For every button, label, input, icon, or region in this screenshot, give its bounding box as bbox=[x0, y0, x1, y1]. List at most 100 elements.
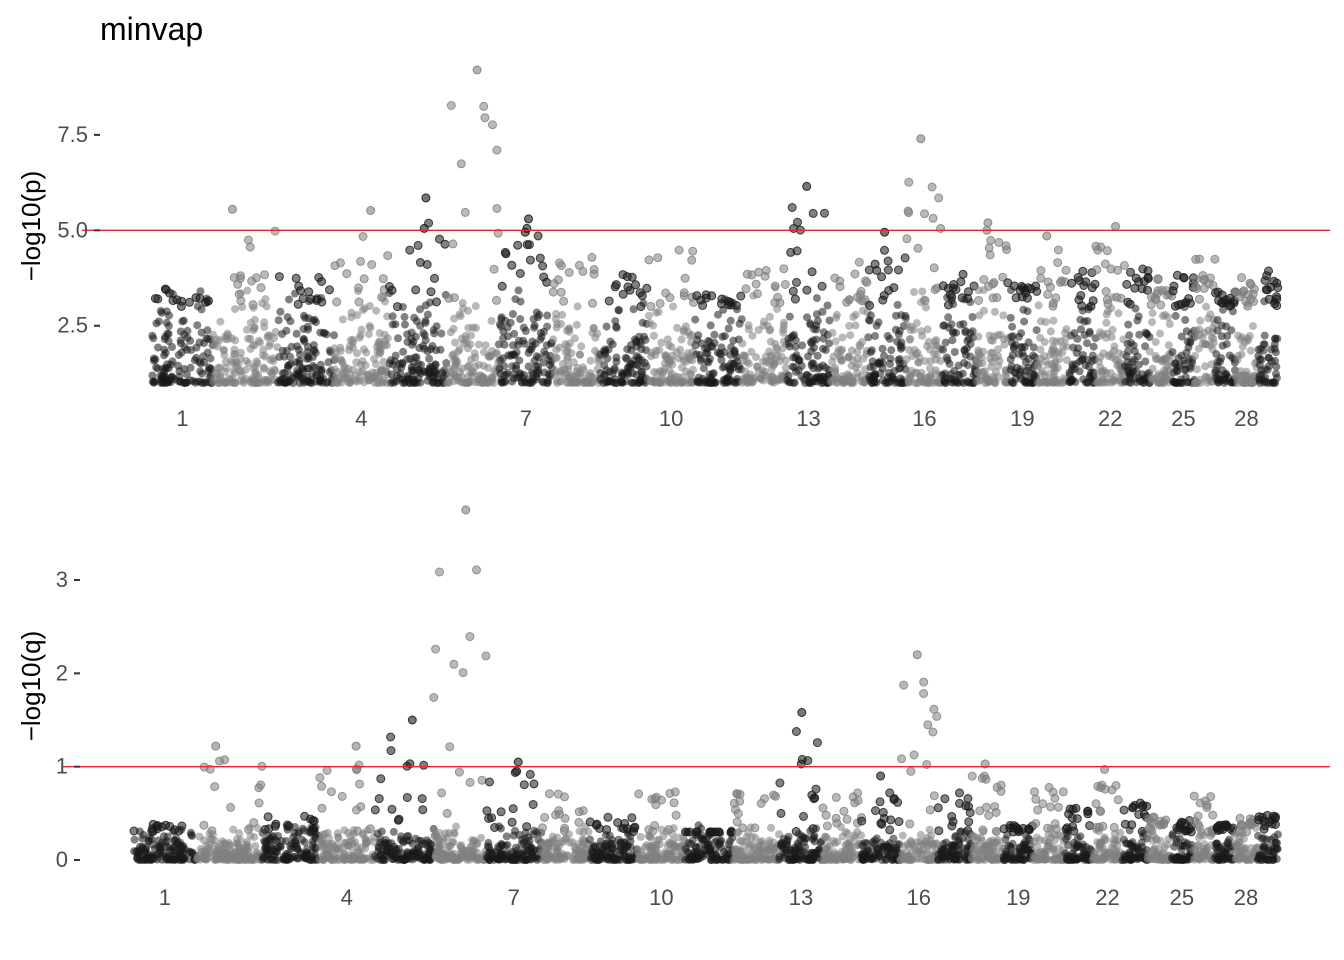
snp-point bbox=[705, 847, 714, 856]
snp-point bbox=[820, 208, 829, 218]
snp-point bbox=[896, 379, 905, 387]
snp-point bbox=[686, 378, 695, 387]
snp-point bbox=[538, 261, 548, 271]
snp-point bbox=[573, 302, 582, 311]
snp-point bbox=[535, 253, 545, 263]
snp-point bbox=[1076, 291, 1086, 300]
snp-point bbox=[1032, 326, 1041, 335]
snp-point bbox=[324, 358, 333, 367]
snp-point bbox=[192, 353, 201, 362]
x-tick-label: 13 bbox=[796, 406, 820, 431]
snp-point bbox=[1156, 329, 1164, 338]
snp-point bbox=[819, 344, 827, 353]
snp-point bbox=[1194, 254, 1204, 264]
snp-point bbox=[642, 283, 652, 293]
snp-point bbox=[530, 321, 539, 330]
snp-point bbox=[564, 362, 573, 371]
snp-point bbox=[497, 375, 506, 384]
snp-point bbox=[664, 376, 673, 385]
snp-point bbox=[167, 372, 176, 381]
snp-point bbox=[359, 306, 367, 314]
snp-point bbox=[612, 322, 621, 331]
snp-point bbox=[741, 849, 750, 858]
snp-point bbox=[299, 334, 308, 343]
snp-point bbox=[549, 335, 558, 344]
snp-point bbox=[875, 357, 884, 366]
snp-point bbox=[608, 340, 617, 349]
snp-point bbox=[1153, 286, 1163, 296]
snp-point bbox=[1190, 352, 1199, 360]
snp-point bbox=[304, 342, 312, 351]
snp-point bbox=[928, 727, 938, 737]
snp-point bbox=[1225, 351, 1234, 360]
snp-point bbox=[947, 292, 957, 302]
snp-point bbox=[674, 245, 684, 255]
snp-point bbox=[286, 352, 295, 361]
snp-point bbox=[706, 321, 715, 330]
snp-point bbox=[740, 351, 749, 360]
snp-point bbox=[654, 307, 663, 316]
snp-point bbox=[418, 805, 428, 815]
snp-point bbox=[444, 293, 454, 303]
snp-point bbox=[938, 281, 948, 291]
snp-point bbox=[665, 366, 674, 375]
snp-point bbox=[655, 836, 664, 845]
snp-point bbox=[565, 324, 574, 333]
snp-point bbox=[677, 335, 686, 344]
snp-point bbox=[596, 841, 605, 850]
snp-point bbox=[487, 378, 496, 387]
snp-point bbox=[481, 341, 490, 350]
snp-point bbox=[1090, 279, 1100, 289]
snp-point bbox=[746, 370, 755, 379]
snp-point bbox=[669, 302, 678, 311]
snp-point bbox=[673, 856, 682, 864]
snp-point bbox=[229, 825, 238, 834]
snp-point bbox=[704, 336, 713, 345]
snp-point bbox=[910, 842, 919, 851]
snp-point bbox=[378, 274, 388, 284]
snp-point bbox=[1272, 369, 1280, 378]
snp-point bbox=[919, 677, 929, 687]
snp-point bbox=[199, 820, 209, 830]
snp-point bbox=[201, 297, 210, 307]
snp-point bbox=[450, 314, 459, 323]
snp-point bbox=[838, 378, 847, 387]
snp-point bbox=[1237, 273, 1247, 283]
snp-point bbox=[1173, 363, 1181, 372]
snp-point bbox=[432, 297, 441, 307]
snp-point bbox=[690, 848, 699, 856]
snp-point bbox=[421, 336, 430, 345]
snp-point bbox=[928, 213, 938, 223]
snp-point bbox=[917, 368, 926, 377]
snp-point bbox=[813, 317, 822, 325]
snp-point bbox=[1026, 284, 1036, 294]
snp-point bbox=[810, 793, 820, 803]
snp-point bbox=[1003, 278, 1013, 288]
snp-point bbox=[1234, 351, 1243, 360]
snp-point bbox=[157, 308, 166, 317]
snp-point bbox=[1256, 355, 1265, 364]
snp-point bbox=[871, 378, 879, 387]
snp-point bbox=[766, 325, 775, 334]
snp-point bbox=[296, 350, 305, 359]
snp-point bbox=[807, 347, 816, 356]
snp-point bbox=[317, 839, 326, 848]
snp-point bbox=[551, 810, 561, 820]
snp-point bbox=[1070, 329, 1079, 338]
snp-point bbox=[378, 378, 387, 387]
snp-point bbox=[452, 822, 460, 831]
snp-point bbox=[958, 834, 967, 843]
snp-point bbox=[197, 328, 206, 337]
snp-point bbox=[921, 357, 930, 366]
snp-point bbox=[1196, 316, 1205, 325]
snp-point bbox=[294, 281, 304, 291]
snp-point bbox=[656, 367, 665, 376]
snp-point bbox=[141, 845, 150, 854]
snp-point bbox=[927, 182, 937, 192]
snp-point bbox=[595, 824, 604, 833]
snp-point bbox=[1193, 365, 1201, 374]
snp-point bbox=[905, 819, 915, 829]
snp-point bbox=[354, 760, 364, 770]
y-axis-title-p: −log10(p) bbox=[16, 171, 46, 282]
snp-point bbox=[584, 827, 593, 836]
